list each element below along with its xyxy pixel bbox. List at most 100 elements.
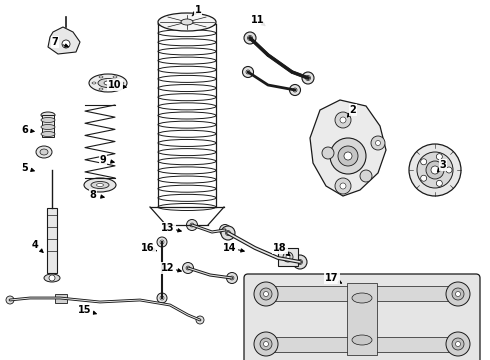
Circle shape <box>260 338 272 350</box>
Circle shape <box>247 36 252 41</box>
Text: 4: 4 <box>32 240 38 250</box>
Circle shape <box>187 220 197 230</box>
Ellipse shape <box>41 112 55 118</box>
Circle shape <box>452 338 464 350</box>
Circle shape <box>456 292 461 297</box>
Circle shape <box>421 175 427 181</box>
Polygon shape <box>310 100 386 196</box>
Ellipse shape <box>113 88 117 90</box>
Circle shape <box>340 117 346 123</box>
Circle shape <box>243 67 253 77</box>
Bar <box>258 286 466 301</box>
Circle shape <box>340 183 346 189</box>
FancyBboxPatch shape <box>244 274 480 360</box>
Circle shape <box>264 292 269 297</box>
Ellipse shape <box>41 131 55 136</box>
Circle shape <box>293 255 307 269</box>
Circle shape <box>157 293 167 303</box>
Circle shape <box>6 296 14 304</box>
Circle shape <box>297 260 302 265</box>
Ellipse shape <box>99 88 103 90</box>
Circle shape <box>244 32 256 44</box>
Circle shape <box>409 144 461 196</box>
Ellipse shape <box>92 82 96 84</box>
Circle shape <box>302 72 314 84</box>
Bar <box>42 115 54 137</box>
Circle shape <box>338 146 358 166</box>
Circle shape <box>335 178 351 194</box>
Circle shape <box>160 296 164 300</box>
Circle shape <box>264 342 269 346</box>
Text: 9: 9 <box>99 155 106 165</box>
Circle shape <box>49 275 55 281</box>
Circle shape <box>436 180 442 186</box>
Ellipse shape <box>44 274 60 282</box>
Ellipse shape <box>36 146 52 158</box>
Circle shape <box>344 152 352 160</box>
Circle shape <box>371 136 385 150</box>
Circle shape <box>182 262 194 274</box>
Ellipse shape <box>89 74 127 92</box>
Bar <box>55 294 67 303</box>
Circle shape <box>436 154 442 160</box>
Circle shape <box>452 288 464 300</box>
Ellipse shape <box>41 117 55 122</box>
Ellipse shape <box>41 125 55 130</box>
Circle shape <box>186 266 190 270</box>
Circle shape <box>225 230 230 235</box>
Circle shape <box>157 237 167 247</box>
Circle shape <box>322 147 334 159</box>
Circle shape <box>360 170 372 182</box>
Ellipse shape <box>352 335 372 345</box>
Text: 8: 8 <box>90 190 97 200</box>
Circle shape <box>283 252 293 262</box>
Circle shape <box>226 273 238 284</box>
Circle shape <box>330 138 366 174</box>
Circle shape <box>160 240 164 244</box>
Ellipse shape <box>97 184 103 186</box>
Circle shape <box>190 223 194 227</box>
Text: 5: 5 <box>22 163 28 173</box>
Bar <box>347 283 377 355</box>
Circle shape <box>62 40 70 48</box>
Ellipse shape <box>181 19 193 25</box>
Circle shape <box>223 228 227 232</box>
Circle shape <box>196 316 204 324</box>
Circle shape <box>456 342 461 346</box>
Text: 3: 3 <box>440 160 446 170</box>
Text: 17: 17 <box>325 273 339 283</box>
Text: 2: 2 <box>350 105 356 115</box>
Bar <box>278 248 298 266</box>
Ellipse shape <box>352 293 372 303</box>
Circle shape <box>426 161 444 179</box>
Ellipse shape <box>40 149 48 155</box>
Circle shape <box>221 226 235 240</box>
Circle shape <box>431 166 439 174</box>
Circle shape <box>286 255 290 259</box>
Circle shape <box>421 159 427 165</box>
Ellipse shape <box>158 13 216 31</box>
Circle shape <box>446 332 470 356</box>
Text: 13: 13 <box>161 223 175 233</box>
Polygon shape <box>48 27 80 54</box>
Circle shape <box>254 282 278 306</box>
Ellipse shape <box>113 76 117 78</box>
Text: 15: 15 <box>78 305 92 315</box>
Bar <box>47 208 57 273</box>
Text: 18: 18 <box>273 243 287 253</box>
Circle shape <box>375 140 381 145</box>
Text: 7: 7 <box>51 37 58 47</box>
Circle shape <box>246 70 250 74</box>
Ellipse shape <box>98 78 118 87</box>
Circle shape <box>305 76 311 81</box>
Circle shape <box>293 88 297 92</box>
Ellipse shape <box>99 76 103 78</box>
Circle shape <box>446 282 470 306</box>
Ellipse shape <box>104 81 112 85</box>
Text: 1: 1 <box>195 5 201 15</box>
Text: 6: 6 <box>22 125 28 135</box>
Text: 16: 16 <box>141 243 155 253</box>
Ellipse shape <box>91 181 109 189</box>
Circle shape <box>417 152 453 188</box>
Ellipse shape <box>84 178 116 192</box>
